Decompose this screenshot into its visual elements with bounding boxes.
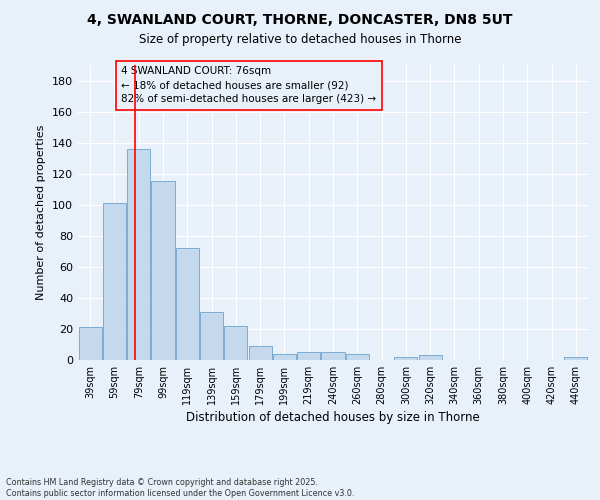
Bar — [127, 149, 150, 360]
Bar — [394, 357, 418, 360]
Bar — [103, 203, 126, 360]
Bar — [419, 356, 442, 360]
Text: 4, SWANLAND COURT, THORNE, DONCASTER, DN8 5UT: 4, SWANLAND COURT, THORNE, DONCASTER, DN… — [87, 12, 513, 26]
Text: Size of property relative to detached houses in Thorne: Size of property relative to detached ho… — [139, 32, 461, 46]
Bar — [200, 312, 223, 360]
X-axis label: Distribution of detached houses by size in Thorne: Distribution of detached houses by size … — [186, 411, 480, 424]
Bar — [346, 354, 369, 360]
Y-axis label: Number of detached properties: Number of detached properties — [37, 125, 46, 300]
Bar — [273, 354, 296, 360]
Bar — [248, 346, 272, 360]
Bar — [176, 248, 199, 360]
Bar — [79, 328, 101, 360]
Bar — [224, 326, 247, 360]
Bar — [297, 352, 320, 360]
Bar — [151, 182, 175, 360]
Text: Contains HM Land Registry data © Crown copyright and database right 2025.
Contai: Contains HM Land Registry data © Crown c… — [6, 478, 355, 498]
Bar — [322, 352, 344, 360]
Bar — [565, 357, 587, 360]
Text: 4 SWANLAND COURT: 76sqm
← 18% of detached houses are smaller (92)
82% of semi-de: 4 SWANLAND COURT: 76sqm ← 18% of detache… — [121, 66, 376, 104]
